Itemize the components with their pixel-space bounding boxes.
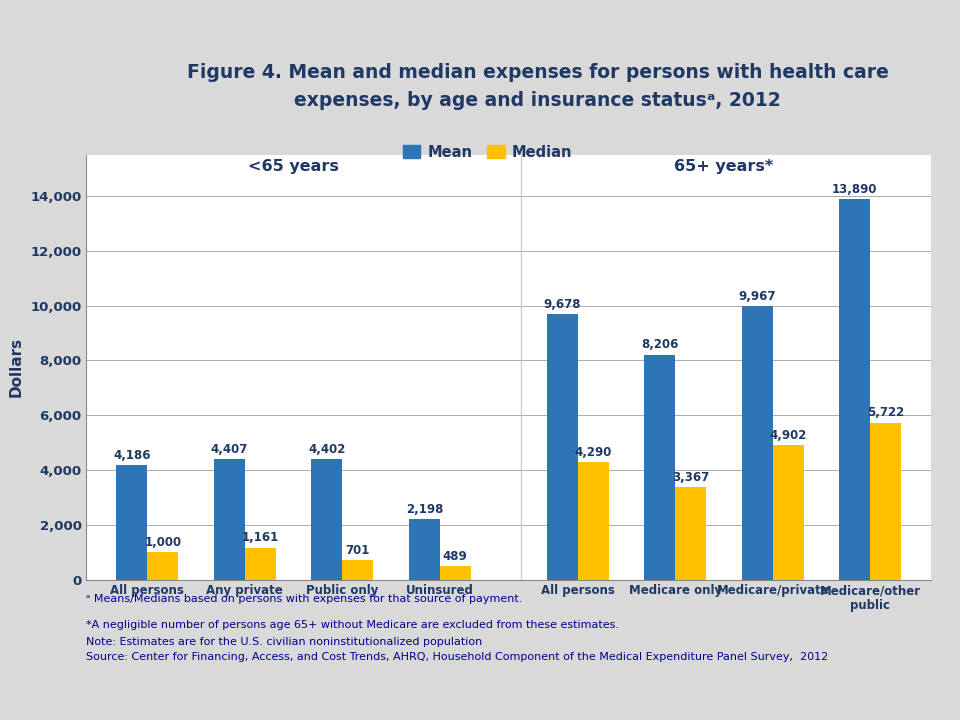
Text: <65 years: <65 years [248, 159, 339, 174]
Bar [311, 459, 343, 580]
Text: 701: 701 [346, 544, 370, 557]
Bar [839, 199, 871, 580]
Text: 9,678: 9,678 [543, 298, 581, 311]
Text: Figure 4. Mean and median expenses for persons with health care: Figure 4. Mean and median expenses for p… [186, 63, 889, 81]
Text: Note: Estimates are for the U.S. civilian noninstitutionalized population: Note: Estimates are for the U.S. civilia… [86, 637, 483, 647]
Bar [343, 560, 373, 580]
Text: 4,902: 4,902 [770, 429, 807, 442]
Text: 4,402: 4,402 [308, 443, 346, 456]
Bar [440, 566, 470, 580]
Bar [116, 465, 147, 580]
Text: ᵃ Means/Medians based on persons with expenses for that source of payment.: ᵃ Means/Medians based on persons with ex… [86, 594, 523, 604]
Bar [578, 462, 609, 580]
Text: 5,722: 5,722 [867, 407, 904, 420]
Text: 4,407: 4,407 [210, 443, 248, 456]
Bar [409, 519, 440, 580]
Text: 1,161: 1,161 [242, 531, 278, 544]
Text: 3,367: 3,367 [672, 471, 709, 484]
Text: expenses, by age and insurance statusᵃ, 2012: expenses, by age and insurance statusᵃ, … [294, 91, 781, 110]
Text: 489: 489 [443, 550, 468, 563]
Text: 1,000: 1,000 [144, 536, 181, 549]
Y-axis label: Dollars: Dollars [9, 337, 23, 397]
Bar [245, 548, 276, 580]
Text: 65+ years*: 65+ years* [675, 159, 774, 174]
Text: 8,206: 8,206 [641, 338, 679, 351]
Text: Source: Center for Financing, Access, and Cost Trends, AHRQ, Household Component: Source: Center for Financing, Access, an… [86, 652, 828, 662]
Bar [871, 423, 901, 580]
Legend: Mean, Median: Mean, Median [397, 139, 578, 166]
Bar [773, 445, 804, 580]
Text: 13,890: 13,890 [832, 183, 877, 196]
Bar [147, 552, 179, 580]
Bar [547, 315, 578, 580]
Text: 2,198: 2,198 [406, 503, 443, 516]
Bar [644, 355, 675, 580]
Text: *A negligible number of persons age 65+ without Medicare are excluded from these: *A negligible number of persons age 65+ … [86, 620, 619, 630]
Text: 9,967: 9,967 [738, 290, 776, 303]
Text: 4,290: 4,290 [575, 446, 612, 459]
Bar [742, 307, 773, 580]
Text: 4,186: 4,186 [113, 449, 151, 462]
Bar [675, 487, 707, 580]
Bar [214, 459, 245, 580]
